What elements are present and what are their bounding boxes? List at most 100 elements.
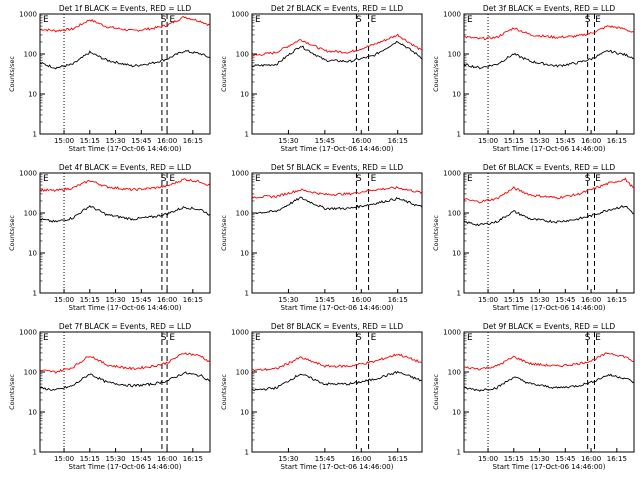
marker-s-label: S [585, 174, 591, 184]
x-tick-label: 16:00 [581, 455, 601, 463]
x-tick-label: 15:30 [529, 455, 549, 463]
y-tick-label: 1 [33, 131, 37, 139]
x-tick-label: 15:30 [105, 455, 125, 463]
x-tick-label: 16:15 [388, 137, 408, 145]
y-tick-label: 10 [452, 250, 461, 258]
series-line-lld [251, 33, 423, 58]
x-tick-label: 15:45 [131, 455, 151, 463]
x-tick-label: 15:45 [555, 296, 575, 304]
x-tick-label: 16:15 [607, 296, 627, 304]
y-tick-label: 10 [452, 91, 461, 99]
y-tick-label: 1000 [19, 11, 37, 19]
y-tick-label: 10 [240, 91, 249, 99]
series-line-events [251, 40, 423, 68]
y-axis-title: Counts/sec [432, 215, 440, 251]
series-line-lld [251, 185, 423, 199]
plot-frame [251, 13, 423, 135]
marker-e-label: E [169, 15, 175, 25]
x-tick-label: 15:15 [80, 455, 100, 463]
plot-frame [251, 172, 423, 294]
x-tick-label: 15:15 [504, 296, 524, 304]
x-tick-label: 15:00 [478, 455, 498, 463]
plot-frame [39, 13, 211, 135]
x-axis-title: Start Time (17-Oct-06 14:46:00) [493, 463, 606, 471]
y-tick-label: 10 [452, 409, 461, 417]
x-tick-label: 16:15 [183, 137, 203, 145]
y-tick-label: 10 [28, 409, 37, 417]
series-line-events [251, 196, 423, 215]
chart-title: Det 4f BLACK = Events, RED = LLD [59, 163, 192, 172]
series-line-lld [251, 353, 423, 372]
y-axis-title: Counts/sec [432, 374, 440, 410]
y-axis-title: Counts/sec [8, 56, 16, 92]
y-tick-label: 100 [236, 51, 249, 59]
x-axis-title: Start Time (17-Oct-06 14:46:00) [69, 463, 182, 471]
x-tick-label: 15:00 [54, 137, 74, 145]
x-tick-label: 16:00 [351, 455, 371, 463]
marker-e-label-left: E [467, 333, 473, 343]
series-line-lld [463, 177, 635, 204]
y-tick-label: 10 [240, 250, 249, 258]
x-tick-label: 15:15 [504, 455, 524, 463]
x-tick-label: 15:30 [278, 455, 298, 463]
x-tick-label: 15:30 [105, 137, 125, 145]
series-line-events [463, 373, 635, 392]
y-axis-title: Counts/sec [220, 374, 228, 410]
x-axis-title: Start Time (17-Oct-06 14:46:00) [493, 145, 606, 153]
y-tick-label: 1 [245, 131, 249, 139]
y-tick-label: 1000 [231, 170, 249, 178]
x-tick-label: 16:15 [388, 296, 408, 304]
chart-title: Det 6f BLACK = Events, RED = LLD [483, 163, 616, 172]
chart-title: Det 9f BLACK = Events, RED = LLD [483, 322, 616, 331]
y-tick-label: 1000 [443, 329, 461, 337]
series-line-lld [463, 25, 635, 41]
x-tick-label: 15:00 [478, 137, 498, 145]
x-tick-label: 16:15 [388, 455, 408, 463]
y-tick-label: 1000 [443, 11, 461, 19]
x-tick-label: 15:45 [315, 137, 335, 145]
series-line-events [463, 49, 635, 70]
plot-frame [39, 172, 211, 294]
x-tick-label: 15:15 [504, 137, 524, 145]
x-tick-label: 15:30 [529, 296, 549, 304]
x-tick-label: 15:15 [80, 296, 100, 304]
x-axis-title: Start Time (17-Oct-06 14:46:00) [493, 304, 606, 312]
y-axis-title: Counts/sec [220, 215, 228, 251]
marker-s-label: S [585, 15, 591, 25]
y-tick-label: 100 [236, 210, 249, 218]
series-line-events [39, 49, 211, 70]
x-tick-label: 15:15 [80, 137, 100, 145]
marker-e-label-left: E [43, 15, 49, 25]
x-tick-label: 16:15 [183, 455, 203, 463]
x-tick-label: 15:00 [54, 455, 74, 463]
marker-e-label-left: E [467, 174, 473, 184]
marker-e-label: E [595, 15, 601, 25]
marker-s-label: S [161, 15, 167, 25]
marker-s-label: S [161, 174, 167, 184]
marker-s-label: S [356, 333, 362, 343]
y-tick-label: 1000 [231, 329, 249, 337]
y-tick-label: 1000 [19, 170, 37, 178]
marker-s-label: S [356, 174, 362, 184]
x-tick-label: 15:45 [315, 455, 335, 463]
y-tick-label: 1000 [231, 11, 249, 19]
x-tick-label: 16:00 [351, 296, 371, 304]
y-tick-label: 1 [457, 290, 461, 298]
x-tick-label: 16:00 [351, 137, 371, 145]
x-axis-title: Start Time (17-Oct-06 14:46:00) [281, 145, 394, 153]
y-tick-label: 100 [448, 369, 461, 377]
y-tick-label: 1 [457, 131, 461, 139]
marker-e-label: E [371, 333, 377, 343]
chart-title: Det 2f BLACK = Events, RED = LLD [271, 4, 404, 13]
marker-e-label-left: E [255, 333, 261, 343]
x-tick-label: 16:00 [581, 296, 601, 304]
x-tick-label: 16:00 [581, 137, 601, 145]
x-axis-title: Start Time (17-Oct-06 14:46:00) [281, 304, 394, 312]
x-tick-label: 15:45 [131, 137, 151, 145]
y-tick-label: 100 [24, 369, 37, 377]
series-line-lld [39, 352, 211, 374]
x-axis-title: Start Time (17-Oct-06 14:46:00) [281, 463, 394, 471]
x-tick-label: 16:00 [157, 137, 177, 145]
y-tick-label: 1 [457, 449, 461, 457]
